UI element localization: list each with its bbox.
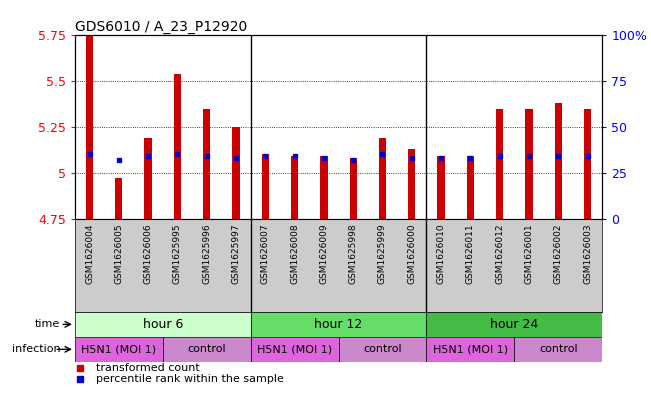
Bar bbox=[86, 35, 93, 219]
Text: H5N1 (MOI 1): H5N1 (MOI 1) bbox=[81, 344, 156, 354]
Text: GSM1626000: GSM1626000 bbox=[408, 223, 416, 284]
Text: GDS6010 / A_23_P12920: GDS6010 / A_23_P12920 bbox=[75, 20, 247, 34]
Text: GSM1626012: GSM1626012 bbox=[495, 223, 504, 284]
Text: control: control bbox=[363, 344, 402, 354]
Text: GSM1625995: GSM1625995 bbox=[173, 223, 182, 284]
Bar bbox=[291, 156, 298, 219]
Text: control: control bbox=[539, 344, 577, 354]
Text: GSM1626005: GSM1626005 bbox=[115, 223, 123, 284]
Bar bbox=[145, 138, 152, 219]
Text: GSM1626008: GSM1626008 bbox=[290, 223, 299, 284]
Bar bbox=[467, 156, 474, 219]
Text: GSM1626004: GSM1626004 bbox=[85, 223, 94, 284]
Bar bbox=[350, 158, 357, 219]
Bar bbox=[251, 337, 339, 362]
Bar bbox=[437, 156, 445, 219]
Text: H5N1 (MOI 1): H5N1 (MOI 1) bbox=[433, 344, 508, 354]
Text: GSM1626006: GSM1626006 bbox=[144, 223, 152, 284]
Bar bbox=[525, 108, 533, 219]
Text: control: control bbox=[187, 344, 226, 354]
Bar bbox=[379, 138, 386, 219]
Text: transformed count: transformed count bbox=[96, 363, 200, 373]
Text: GSM1626007: GSM1626007 bbox=[261, 223, 270, 284]
Text: GSM1626010: GSM1626010 bbox=[437, 223, 445, 284]
Text: hour 12: hour 12 bbox=[314, 318, 363, 331]
Bar bbox=[262, 154, 269, 219]
Bar bbox=[408, 149, 415, 219]
Bar bbox=[555, 103, 562, 219]
Text: percentile rank within the sample: percentile rank within the sample bbox=[96, 374, 284, 384]
Text: GSM1626003: GSM1626003 bbox=[583, 223, 592, 284]
Bar bbox=[174, 74, 181, 219]
Text: GSM1625999: GSM1625999 bbox=[378, 223, 387, 284]
Text: GSM1626009: GSM1626009 bbox=[320, 223, 328, 284]
Bar bbox=[163, 337, 251, 362]
Text: GSM1626011: GSM1626011 bbox=[466, 223, 475, 284]
Bar bbox=[320, 156, 327, 219]
Text: hour 6: hour 6 bbox=[143, 318, 183, 331]
Bar bbox=[426, 337, 514, 362]
Bar bbox=[339, 337, 426, 362]
Text: hour 24: hour 24 bbox=[490, 318, 538, 331]
Text: GSM1625996: GSM1625996 bbox=[202, 223, 211, 284]
Bar bbox=[203, 108, 210, 219]
Bar bbox=[75, 312, 251, 337]
Text: infection: infection bbox=[12, 344, 61, 354]
Bar bbox=[426, 312, 602, 337]
Bar bbox=[115, 178, 122, 219]
Text: GSM1626002: GSM1626002 bbox=[554, 223, 562, 284]
Bar bbox=[514, 337, 602, 362]
Text: GSM1625997: GSM1625997 bbox=[232, 223, 240, 284]
Bar bbox=[496, 108, 503, 219]
Text: GSM1626001: GSM1626001 bbox=[525, 223, 533, 284]
Bar bbox=[584, 108, 591, 219]
Text: time: time bbox=[35, 320, 61, 329]
Bar bbox=[232, 127, 240, 219]
Text: H5N1 (MOI 1): H5N1 (MOI 1) bbox=[257, 344, 332, 354]
Text: GSM1625998: GSM1625998 bbox=[349, 223, 357, 284]
Bar bbox=[251, 312, 426, 337]
Bar bbox=[75, 337, 163, 362]
